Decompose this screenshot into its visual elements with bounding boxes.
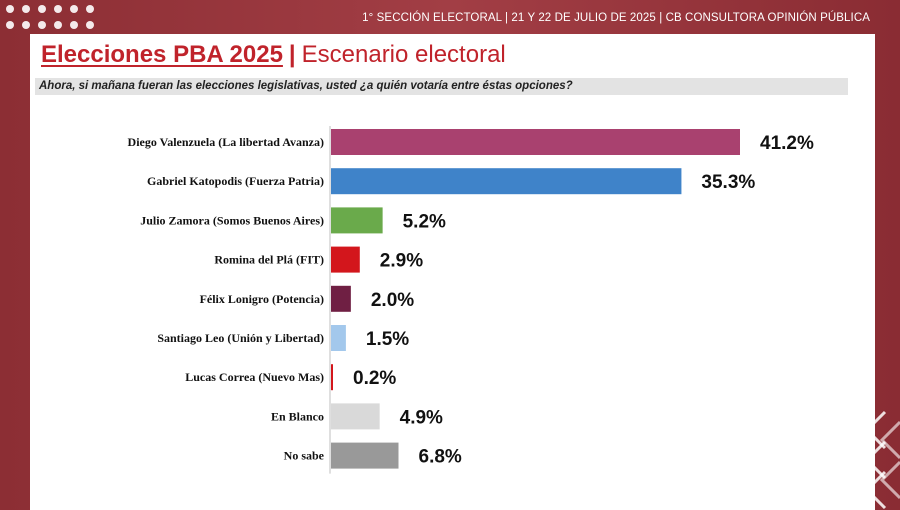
data-label: 35.3% (701, 172, 755, 193)
title-separator: | (288, 41, 296, 68)
category-label: Félix Lonigro (Potencia) (200, 292, 324, 306)
data-label: 4.9% (400, 407, 443, 428)
data-label: 2.9% (380, 251, 423, 272)
bar (331, 129, 740, 155)
data-label: 5.2% (403, 211, 446, 232)
category-label: Gabriel Katopodis (Fuerza Patria) (147, 174, 324, 188)
bar (331, 285, 351, 312)
title-main: Elecciones PBA 2025 (41, 41, 283, 68)
bar (331, 207, 383, 234)
data-label: 41.2% (760, 133, 814, 154)
bar (331, 325, 346, 351)
bar (331, 364, 333, 391)
bar (331, 246, 360, 273)
category-label: Lucas Correa (Nuevo Mas) (185, 370, 324, 384)
bar (331, 442, 399, 469)
bar-chart: Diego Valenzuela (La libertad Avanza) 41.… (128, 126, 814, 474)
data-label: 1.5% (366, 329, 409, 350)
survey-question: Ahora, si mañana fueran las elecciones l… (35, 78, 848, 95)
data-label: 2.0% (371, 290, 414, 311)
data-label: 0.2% (353, 368, 396, 389)
bar (331, 168, 682, 195)
decorative-dots (6, 5, 106, 33)
title-subtitle: Escenario electoral (301, 41, 506, 68)
category-label: Diego Valenzuela (La libertad Avanza) (128, 135, 324, 149)
category-label: Santiago Leo (Unión y Libertad) (157, 331, 324, 345)
page-title: Elecciones PBA 2025 | Escenario electoral (41, 41, 506, 69)
bar (331, 403, 380, 430)
category-label: En Blanco (271, 409, 324, 423)
category-label: Julio Zamora (Somos Buenos Aires) (140, 213, 324, 227)
header-info: 1° SECCIÓN ELECTORAL | 21 Y 22 DE JULIO … (362, 12, 870, 24)
chart-card: Elecciones PBA 2025 | Escenario electoral … (30, 34, 875, 510)
category-label: Romina del Plá (FIT) (214, 253, 324, 267)
category-label: No sabe (284, 449, 325, 463)
data-label: 6.8% (419, 447, 462, 468)
chevron-decoration-icon (864, 410, 900, 510)
